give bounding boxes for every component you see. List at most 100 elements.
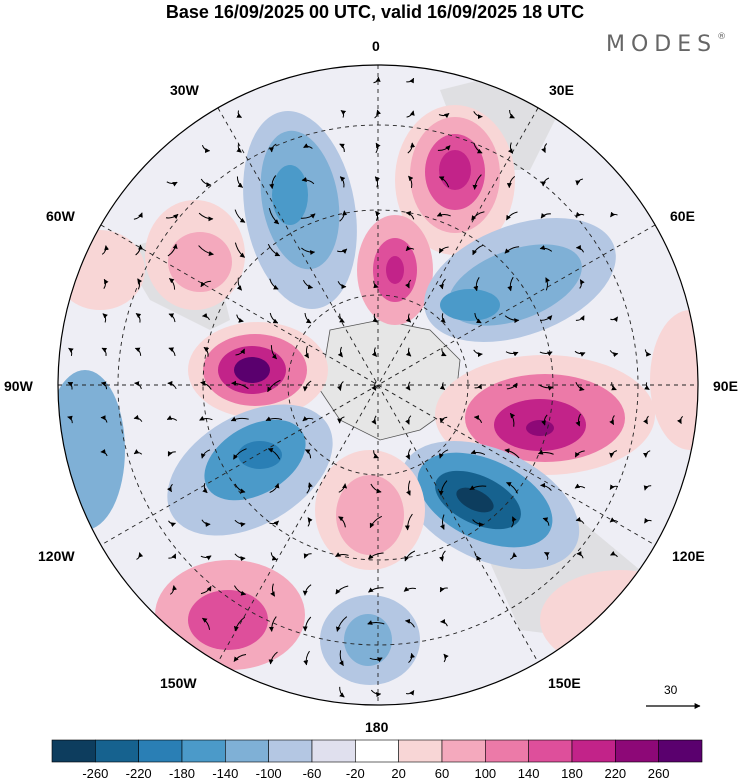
wind-arrow xyxy=(303,650,310,666)
colorbar-tick-label: 60 xyxy=(434,766,450,781)
wind-arrow xyxy=(236,143,242,153)
wind-arrow xyxy=(300,213,316,219)
wind-arrow xyxy=(574,483,586,489)
reference-vector-label: 30 xyxy=(664,683,678,697)
wind-arrow xyxy=(440,619,448,627)
wind-arrow xyxy=(233,448,247,460)
colorbar-swatch xyxy=(95,739,139,763)
wind-arrow xyxy=(373,76,381,84)
wind-arrow xyxy=(303,143,313,149)
wind-arrow xyxy=(436,211,451,217)
wind-arrow xyxy=(473,111,483,120)
wind-arrow xyxy=(167,483,173,493)
wind-arrow xyxy=(198,245,214,256)
wind-arrow xyxy=(267,243,281,257)
wind-arrow xyxy=(407,142,416,154)
wind-arrow xyxy=(372,313,378,323)
wind-arrow xyxy=(540,482,552,491)
wind-arrow xyxy=(408,175,414,189)
wind-vectors xyxy=(67,76,684,698)
wind-arrow xyxy=(303,553,312,559)
wind-arrow xyxy=(306,482,313,494)
wind-arrow xyxy=(340,109,347,118)
wind-arrow xyxy=(473,415,483,424)
wind-arrow xyxy=(643,415,649,425)
wind-arrow xyxy=(136,552,144,560)
colorbar-tick-label: -20 xyxy=(345,766,365,781)
lon-label-150w: 150W xyxy=(160,675,197,691)
wind-arrow xyxy=(338,516,346,528)
wind-arrow xyxy=(167,243,178,257)
wind-arrow xyxy=(544,551,550,560)
wind-arrow xyxy=(302,380,312,392)
wind-arrow xyxy=(270,552,278,561)
lon-label-90e: 90E xyxy=(713,378,738,394)
wind-arrow xyxy=(538,384,554,391)
lon-label-60w: 60W xyxy=(46,208,75,224)
wind-arrow xyxy=(337,248,348,254)
wind-arrow xyxy=(270,583,276,597)
wind-arrow xyxy=(575,382,585,392)
wind-arrow xyxy=(339,176,346,188)
wind-arrow xyxy=(134,347,142,356)
colorbar-swatch xyxy=(181,739,226,763)
wind-arrow xyxy=(67,382,74,390)
wind-arrow xyxy=(405,347,412,357)
wind-arrow xyxy=(373,450,379,459)
wind-arrow xyxy=(100,449,108,457)
wind-arrow xyxy=(200,178,212,188)
wind-arrow xyxy=(508,142,514,154)
wind-arrow xyxy=(439,550,446,562)
wind-arrow xyxy=(371,381,377,391)
wind-arrow xyxy=(168,553,177,560)
wind-arrow xyxy=(439,278,446,290)
wind-arrow xyxy=(509,552,518,560)
lon-label-150e: 150E xyxy=(548,675,581,691)
lon-label-120w: 120W xyxy=(38,548,75,564)
colorbar-tick-label: 220 xyxy=(604,766,627,781)
wind-arrow xyxy=(198,212,214,222)
wind-arrow xyxy=(611,382,617,391)
wind-arrow xyxy=(507,276,514,292)
wind-arrow xyxy=(575,245,585,253)
wind-arrow xyxy=(371,415,377,425)
colorbar-swatch xyxy=(268,739,313,763)
wind-arrow xyxy=(609,350,619,358)
wind-arrow xyxy=(406,77,415,84)
colorbar-swatch xyxy=(51,739,96,763)
wind-arrow xyxy=(335,616,348,632)
wind-arrow xyxy=(201,145,211,153)
wind-arrow xyxy=(375,142,381,154)
wind-arrow xyxy=(509,109,515,119)
wind-arrow xyxy=(166,415,178,421)
wind-arrow xyxy=(472,174,482,190)
wind-arrow xyxy=(304,449,312,459)
wind-arrow xyxy=(200,280,212,288)
wind-arrow xyxy=(644,517,652,524)
wind-arrow xyxy=(575,315,585,321)
wind-arrow xyxy=(643,450,651,458)
wind-arrow xyxy=(268,651,278,665)
wind-arrow xyxy=(541,414,548,426)
wind-arrow xyxy=(439,416,448,424)
wind-arrow xyxy=(166,181,178,187)
wind-arrow xyxy=(200,449,211,459)
wind-arrow xyxy=(370,483,382,494)
wind-arrow xyxy=(575,211,585,218)
wind-arrow xyxy=(133,212,143,220)
wind-arrow xyxy=(440,313,446,324)
wind-arrow xyxy=(369,515,383,529)
colorbar-swatch xyxy=(528,739,573,763)
wind-arrow xyxy=(408,652,416,663)
wind-arrow xyxy=(268,143,277,153)
wind-arrow xyxy=(234,209,246,223)
wind-arrow xyxy=(336,381,344,391)
wind-arrow xyxy=(165,213,179,220)
wind-arrow xyxy=(405,448,411,460)
wind-arrow xyxy=(338,650,344,667)
wind-arrow xyxy=(137,278,143,290)
map-field xyxy=(58,65,698,705)
wind-arrow xyxy=(133,414,143,422)
wind-arrow xyxy=(167,380,177,390)
wind-arrow xyxy=(168,313,176,323)
